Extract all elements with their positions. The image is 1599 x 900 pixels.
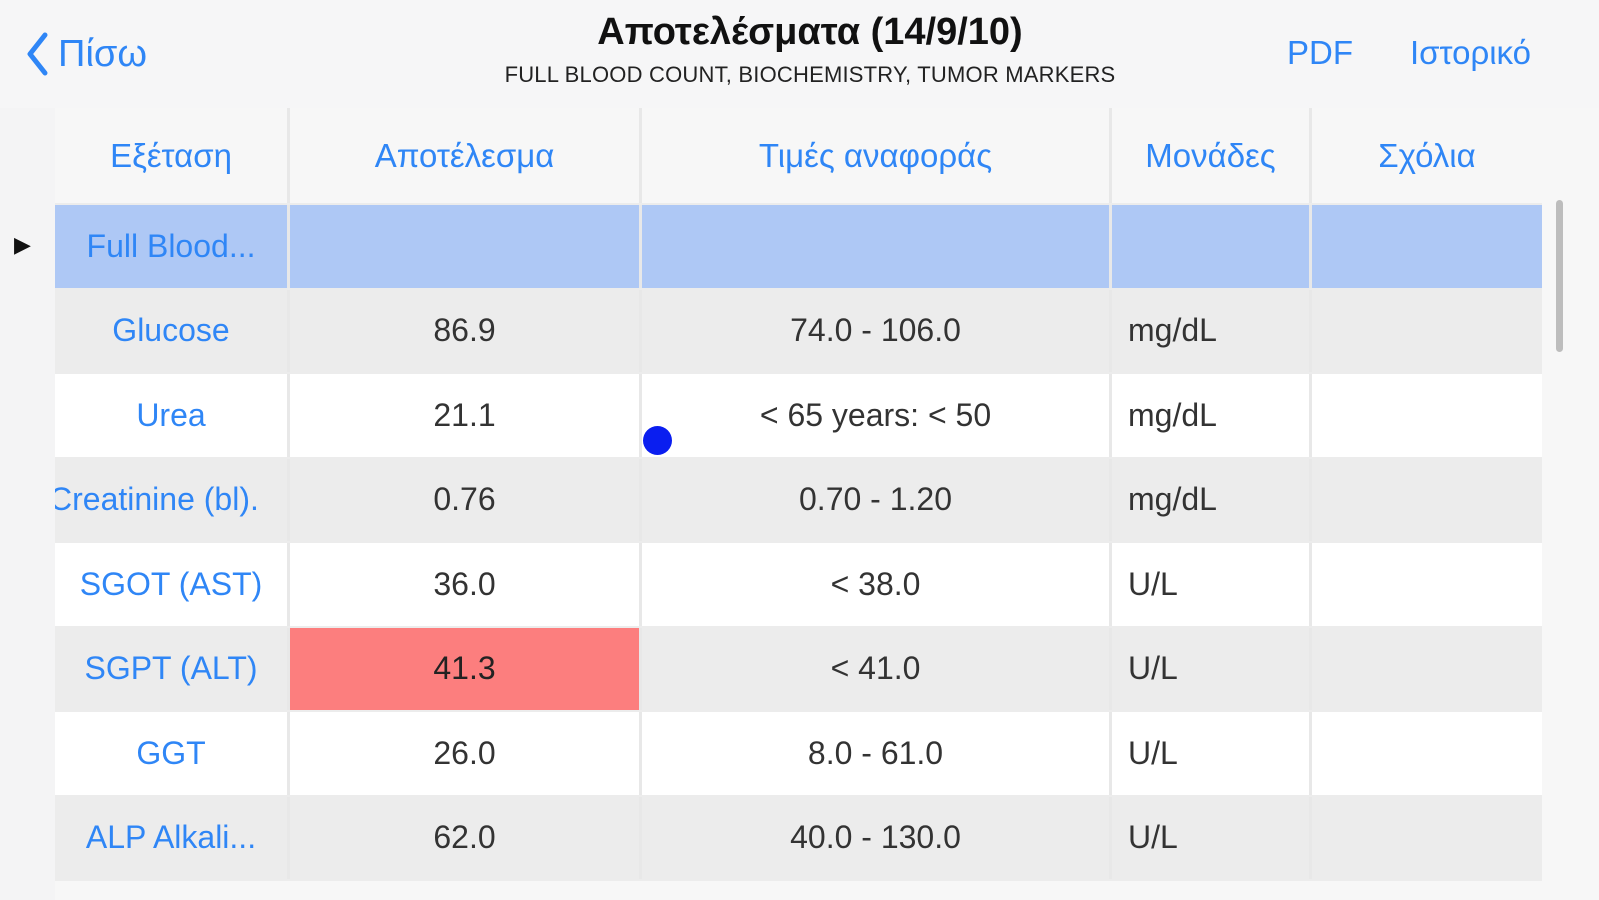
reference-cell: 40.0 - 130.0 <box>642 796 1112 879</box>
column-header-comments[interactable]: Σχόλια <box>1378 136 1476 174</box>
result-cell-abnormal: 41.3 <box>290 627 642 710</box>
result-cell: 26.0 <box>290 712 642 795</box>
title-block: Αποτελέσματα (14/9/10) FULL BLOOD COUNT,… <box>300 8 1320 88</box>
pdf-button[interactable]: PDF <box>1287 34 1353 71</box>
back-label: Πίσω <box>58 32 148 75</box>
units-cell: mg/dL <box>1112 374 1312 457</box>
test-name-cell[interactable]: Urea <box>55 374 290 457</box>
column-header-reference[interactable]: Τιμές αναφοράς <box>642 108 1112 203</box>
results-table: Εξέταση Αποτέλεσμα Τιμές αναφοράς Μονάδε… <box>55 108 1542 881</box>
table-row[interactable]: GGT 26.0 8.0 - 61.0 U/L <box>55 712 1542 797</box>
test-name-cell[interactable]: Creatinine (bl). <box>55 458 290 541</box>
test-name-cell[interactable]: SGPT (ALT) <box>55 627 290 710</box>
table-row[interactable]: SGPT (ALT) 41.3 < 41.0 U/L <box>55 627 1542 712</box>
comments-cell <box>1312 628 1542 711</box>
test-name-cell[interactable]: SGOT (AST) <box>55 543 290 626</box>
vertical-scrollbar[interactable] <box>1556 200 1563 352</box>
reference-cell: < 41.0 <box>642 627 1112 710</box>
chevron-left-icon <box>27 32 48 76</box>
result-cell: 36.0 <box>290 543 642 626</box>
table-row[interactable]: ALP Alkali... 62.0 40.0 - 130.0 U/L <box>55 796 1542 881</box>
result-cell: 0.76 <box>290 458 642 541</box>
table-row[interactable]: SGOT (AST) 36.0 < 38.0 U/L <box>55 543 1542 628</box>
table-row[interactable]: Creatinine (bl). 0.76 0.70 - 1.20 mg/dL <box>55 458 1542 543</box>
units-cell: mg/dL <box>1112 289 1312 372</box>
comments-cell <box>1312 543 1542 626</box>
table-row[interactable]: Urea 21.1 < 65 years: < 50 mg/dL <box>55 374 1542 459</box>
test-name-cell[interactable]: ALP Alkali... <box>55 796 290 879</box>
result-cell: 21.1 <box>290 374 642 457</box>
comments-cell <box>1312 374 1542 457</box>
column-header-result[interactable]: Αποτέλεσμα <box>290 108 642 203</box>
comments-cell <box>1312 205 1542 288</box>
units-cell: U/L <box>1112 627 1312 710</box>
table-row[interactable]: Glucose 86.9 74.0 - 106.0 mg/dL <box>55 289 1542 374</box>
comments-cell <box>1312 290 1542 373</box>
reference-cell: < 38.0 <box>642 543 1112 626</box>
triangle-right-icon: ▶ <box>14 232 31 257</box>
test-name-cell[interactable]: Full Blood... <box>55 205 290 288</box>
column-header-units[interactable]: Μονάδες <box>1112 108 1312 203</box>
reference-cell <box>642 205 1112 288</box>
result-cell <box>290 205 642 288</box>
reference-cell: 74.0 - 106.0 <box>642 289 1112 372</box>
touch-indicator <box>643 426 672 455</box>
units-cell: U/L <box>1112 543 1312 626</box>
page-subtitle: FULL BLOOD COUNT, BIOCHEMISTRY, TUMOR MA… <box>504 62 1116 87</box>
column-header-test[interactable]: Εξέταση <box>55 108 290 203</box>
result-cell: 86.9 <box>290 289 642 372</box>
units-cell: U/L <box>1112 712 1312 795</box>
reference-cell: 0.70 - 1.20 <box>642 458 1112 541</box>
units-cell: mg/dL <box>1112 458 1312 541</box>
comments-cell <box>1312 459 1542 542</box>
navigation-bar: Πίσω Αποτελέσματα (14/9/10) FULL BLOOD C… <box>0 0 1599 108</box>
table-header: Εξέταση Αποτέλεσμα Τιμές αναφοράς Μονάδε… <box>55 108 1542 205</box>
reference-cell: < 65 years: < 50 <box>642 374 1112 457</box>
comments-cell <box>1312 797 1542 880</box>
comments-cell <box>1312 712 1542 795</box>
table-row[interactable]: Full Blood... <box>55 205 1542 290</box>
test-name-cell[interactable]: Glucose <box>55 289 290 372</box>
back-button[interactable]: Πίσω <box>26 28 147 80</box>
test-name-cell[interactable]: GGT <box>55 712 290 795</box>
units-cell <box>1112 205 1312 288</box>
history-button[interactable]: Ιστορικό <box>1410 34 1532 71</box>
reference-cell: 8.0 - 61.0 <box>642 712 1112 795</box>
result-cell: 62.0 <box>290 796 642 879</box>
row-gutter <box>0 108 55 900</box>
page-title: Αποτελέσματα (14/9/10) <box>597 11 1023 53</box>
test-name-text: Creatinine (bl). <box>55 481 259 518</box>
units-cell: U/L <box>1112 796 1312 879</box>
